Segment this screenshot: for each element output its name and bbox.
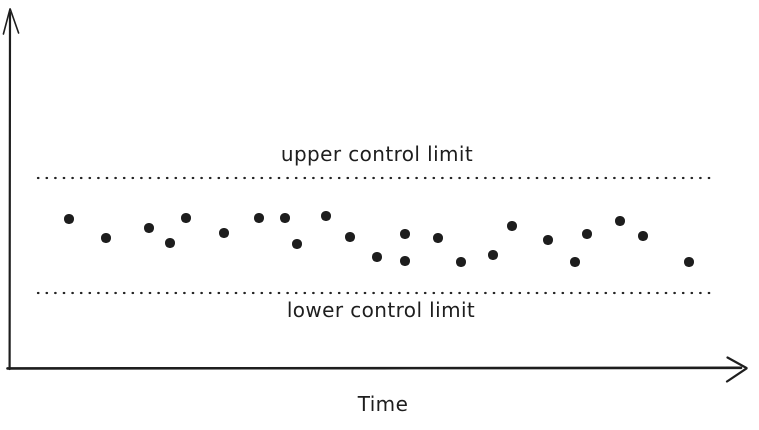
data-point [372, 252, 382, 262]
data-point [254, 213, 264, 223]
data-point [219, 228, 229, 238]
data-point [292, 239, 302, 249]
data-point [144, 223, 154, 233]
data-point [582, 229, 592, 239]
data-point [570, 257, 580, 267]
data-point [321, 211, 331, 221]
data-point [101, 233, 111, 243]
data-point [181, 213, 191, 223]
data-point [345, 232, 355, 242]
data-point [400, 256, 410, 266]
data-point [638, 231, 648, 241]
data-point [400, 229, 410, 239]
data-point [64, 214, 74, 224]
data-point [488, 250, 498, 260]
x-axis-line [6, 366, 743, 370]
upper-control-limit-label: upper control limit [280, 142, 474, 166]
data-point [165, 238, 175, 248]
data-point [280, 213, 290, 223]
y-axis-arrowhead-icon [2, 8, 20, 35]
data-point [433, 233, 443, 243]
data-point [507, 221, 517, 231]
data-point [615, 216, 625, 226]
data-point [456, 257, 466, 267]
data-point [543, 235, 553, 245]
lower-control-limit-label: lower control limit [286, 298, 476, 322]
x-axis-arrowhead-icon [725, 356, 748, 383]
data-point [684, 257, 694, 267]
x-axis-label: Time [357, 392, 409, 416]
